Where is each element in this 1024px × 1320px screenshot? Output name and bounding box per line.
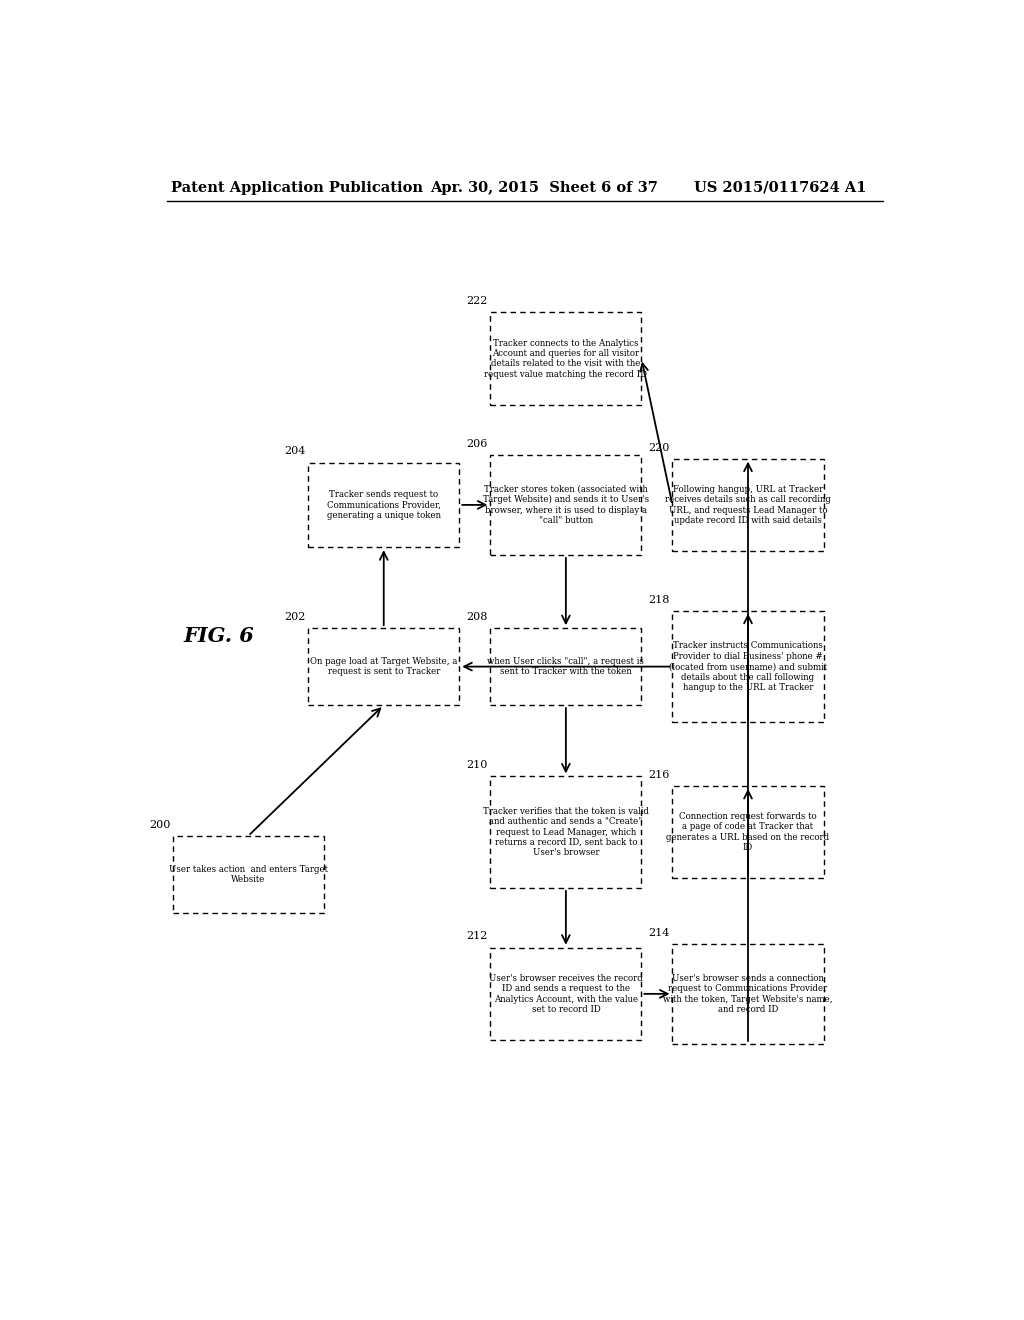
Text: 218: 218 — [649, 594, 670, 605]
Bar — [308, 462, 460, 548]
Bar — [490, 455, 641, 554]
Text: User takes action  and enters Target
Website: User takes action and enters Target Webs… — [169, 865, 328, 884]
Bar — [490, 313, 641, 405]
Text: FIG. 6: FIG. 6 — [183, 626, 255, 645]
Text: 206: 206 — [467, 438, 488, 449]
Text: User's browser sends a connection
request to Communications Provider
with the to: User's browser sends a connection reques… — [664, 974, 833, 1014]
Text: Apr. 30, 2015  Sheet 6 of 37: Apr. 30, 2015 Sheet 6 of 37 — [430, 181, 658, 194]
Text: 210: 210 — [467, 760, 488, 770]
Text: On page load at Target Website, a
request is sent to Tracker: On page load at Target Website, a reques… — [310, 657, 458, 676]
Text: 204: 204 — [285, 446, 306, 457]
Bar — [673, 459, 823, 552]
Bar — [673, 611, 823, 722]
Bar — [173, 836, 324, 913]
Bar — [490, 628, 641, 705]
Text: 212: 212 — [467, 932, 488, 941]
Text: 220: 220 — [649, 442, 670, 453]
Text: 200: 200 — [148, 820, 170, 830]
Bar — [673, 944, 823, 1044]
Text: Tracker sends request to
Communications Provider,
generating a unique token: Tracker sends request to Communications … — [327, 490, 440, 520]
Text: Following hangup, URL at Tracker
receives details such as call recording
URL, an: Following hangup, URL at Tracker receive… — [665, 484, 830, 525]
Bar — [490, 948, 641, 1040]
Text: 208: 208 — [467, 612, 488, 622]
Text: 214: 214 — [649, 928, 670, 937]
Text: when User clicks "call", a request is
sent to Tracker with the token: when User clicks "call", a request is se… — [487, 657, 644, 676]
Text: Tracker stores token (associated with
Target Website) and sends it to User's
bro: Tracker stores token (associated with Ta… — [482, 484, 649, 525]
Text: 222: 222 — [467, 296, 488, 306]
Text: Tracker connects to the Analytics
Account and queries for all visitor
details re: Tracker connects to the Analytics Accoun… — [484, 338, 647, 379]
Text: User's browser receives the record
ID and sends a request to the
Analytics Accou: User's browser receives the record ID an… — [489, 974, 643, 1014]
Text: Tracker verifies that the token is valid
and authentic and sends a "Create"
requ: Tracker verifies that the token is valid… — [483, 807, 649, 858]
Bar — [490, 776, 641, 888]
Bar — [308, 628, 460, 705]
Text: 202: 202 — [285, 612, 306, 622]
Text: Tracker instructs Communications
Provider to dial Business' phone #
(located fro: Tracker instructs Communications Provide… — [669, 642, 827, 692]
Bar — [673, 785, 823, 878]
Text: 216: 216 — [649, 770, 670, 780]
Text: Connection request forwards to
a page of code at Tracker that
generates a URL ba: Connection request forwards to a page of… — [667, 812, 829, 853]
Text: Patent Application Publication: Patent Application Publication — [171, 181, 423, 194]
Text: US 2015/0117624 A1: US 2015/0117624 A1 — [693, 181, 866, 194]
